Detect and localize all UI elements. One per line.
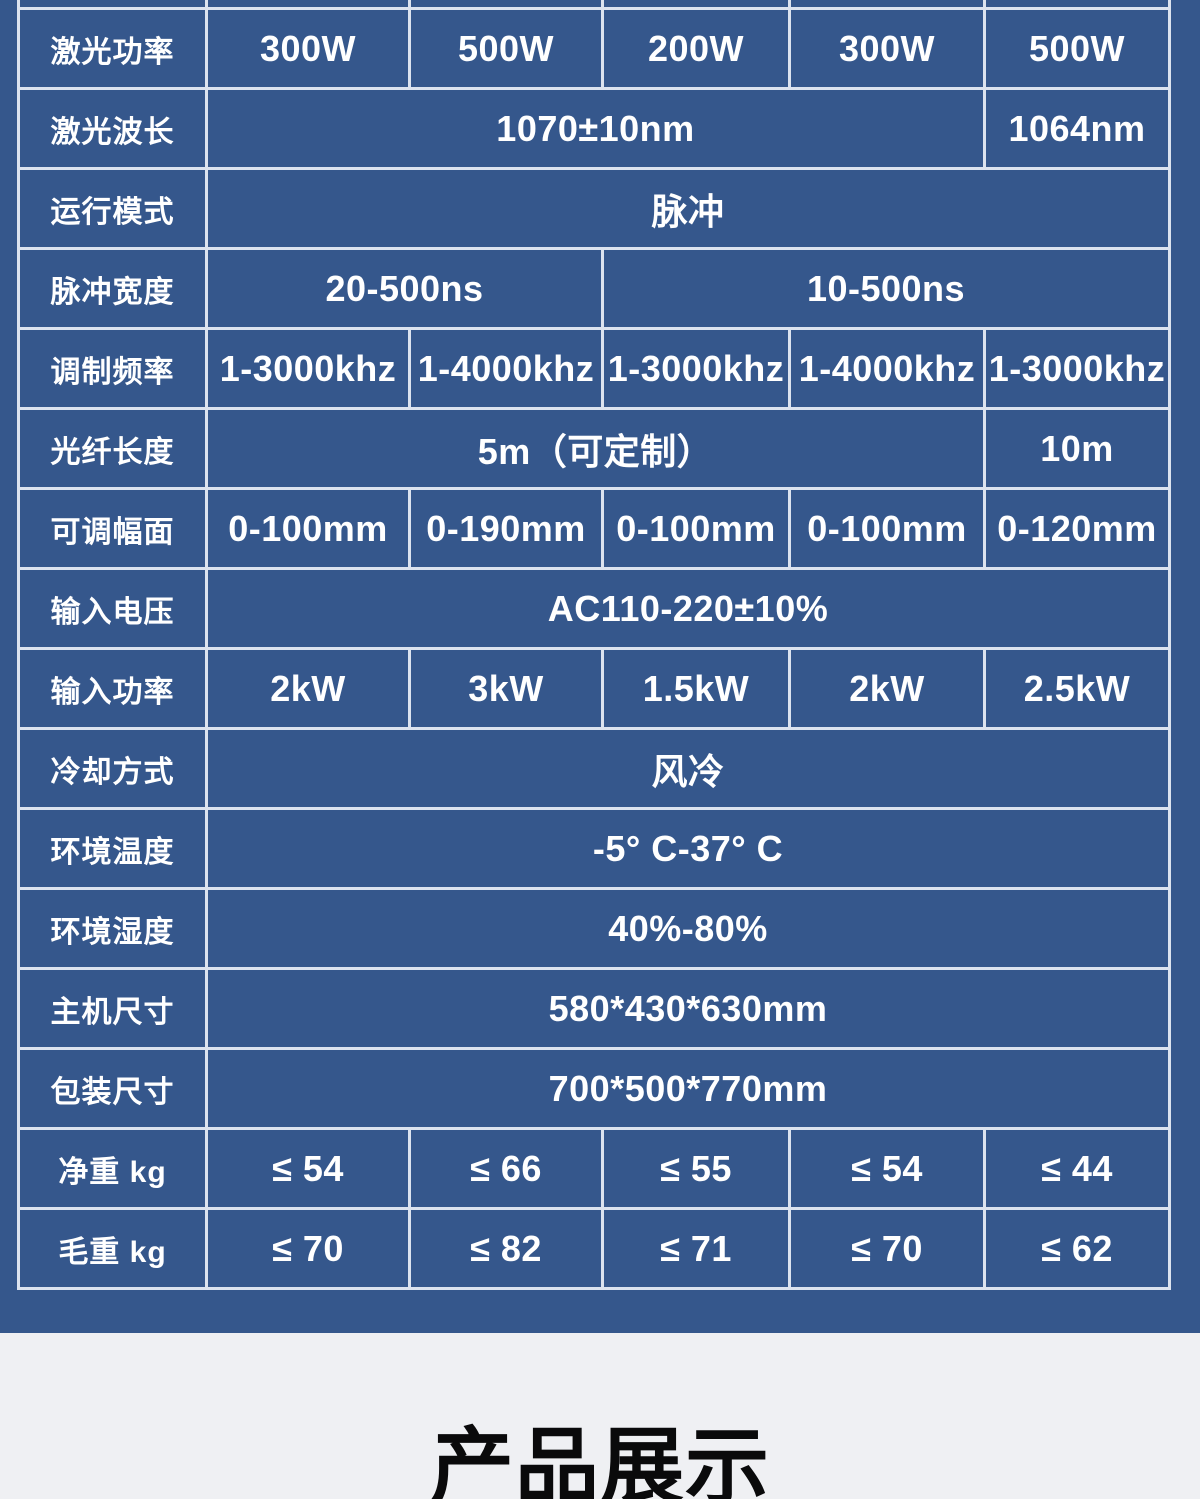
spec-value-cell: ≤ 54 [208,1130,408,1207]
spec-value-cell: 200W [604,10,788,87]
spec-value-cell: ≤ 55 [604,1130,788,1207]
spec-value-cell: 500W [411,10,601,87]
spec-row-label: 激光功率 [20,10,205,87]
spec-value-cell: ≤ 62 [986,1210,1168,1287]
spec-value-cell: 300W [208,10,408,87]
spec-value-cell: 0-100mm [791,490,983,567]
spec-row-label [20,0,205,7]
spec-value-cell: ≤ 66 [411,1130,601,1207]
spec-row-label: 输入电压 [20,570,205,647]
spec-value-cell: 10-500ns [604,250,1168,327]
spec-value-cell: 5m（可定制） [208,410,983,487]
spec-value-cell: 0-100mm [208,490,408,567]
product-display-section: 产品展示 [0,1333,1200,1499]
spec-row-label: 环境温度 [20,810,205,887]
spec-value-cell: 0-190mm [411,490,601,567]
spec-value-cell: 1-4000khz [791,330,983,407]
spec-value-cell: ≤ 70 [208,1210,408,1287]
spec-value-cell: ≤ 82 [411,1210,601,1287]
spec-value-cell: 1-4000khz [411,330,601,407]
spec-value-cell: 1-3000khz [208,330,408,407]
spec-value-cell: 2kW [791,650,983,727]
spec-value-cell: ≤ 70 [791,1210,983,1287]
spec-value-cell [411,0,601,7]
spec-value-cell: 1.5kW [604,650,788,727]
spec-row-label: 脉冲宽度 [20,250,205,327]
spec-row-label: 包装尺寸 [20,1050,205,1127]
spec-value-cell [208,0,408,7]
spec-row-label: 毛重 kg [20,1210,205,1287]
spec-value-cell: 500W [986,10,1168,87]
spec-value-cell: 1-3000khz [986,330,1168,407]
spec-row-label: 冷却方式 [20,730,205,807]
spec-value-cell: 300W [791,10,983,87]
spec-value-cell: 700*500*770mm [208,1050,1168,1127]
spec-value-cell: AC110-220±10% [208,570,1168,647]
spec-row-label: 调制频率 [20,330,205,407]
spec-row-label: 环境湿度 [20,890,205,967]
spec-value-cell: ≤ 54 [791,1130,983,1207]
spec-row-label: 输入功率 [20,650,205,727]
spec-value-cell [604,0,788,7]
spec-value-cell: 20-500ns [208,250,601,327]
spec-row-label: 运行模式 [20,170,205,247]
spec-row-label: 净重 kg [20,1130,205,1207]
spec-value-cell: 1070±10nm [208,90,983,167]
spec-value-cell: ≤ 44 [986,1130,1168,1207]
spec-value-cell: 3kW [411,650,601,727]
spec-value-cell: 10m [986,410,1168,487]
spec-value-cell: 0-100mm [604,490,788,567]
spec-value-cell: -5° C-37° C [208,810,1168,887]
product-display-heading: 产品展示 [429,1420,770,1499]
spec-value-cell: 1064nm [986,90,1168,167]
spec-value-cell: 1-3000khz [604,330,788,407]
spec-value-cell: 2.5kW [986,650,1168,727]
spec-row-label: 主机尺寸 [20,970,205,1047]
spec-row-label: 激光波长 [20,90,205,167]
spec-value-cell [986,0,1168,7]
spec-value-cell: 2kW [208,650,408,727]
spec-row-label: 光纤长度 [20,410,205,487]
spec-value-cell [791,0,983,7]
spec-table: 激光功率 300W 500W 200W 300W 500W 激光波长 1070±10nm 106… [17,0,1171,1290]
spec-value-cell: 脉冲 [208,170,1168,247]
spec-row-label: 可调幅面 [20,490,205,567]
spec-value-cell: 0-120mm [986,490,1168,567]
spec-value-cell: 风冷 [208,730,1168,807]
spec-value-cell: 40%-80% [208,890,1168,967]
spec-value-cell: 580*430*630mm [208,970,1168,1047]
spec-value-cell: ≤ 71 [604,1210,788,1287]
